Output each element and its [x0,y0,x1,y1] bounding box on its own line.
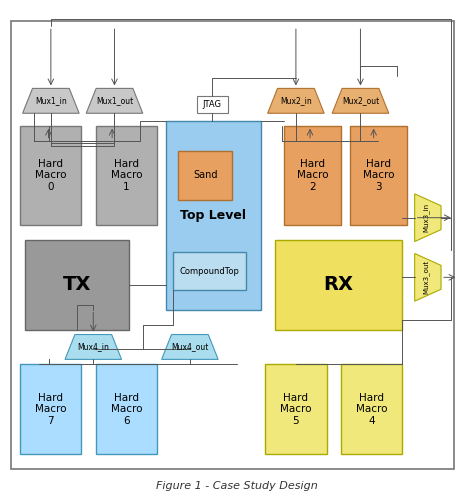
Text: CompoundTop: CompoundTop [180,266,240,276]
Bar [350,126,407,225]
Polygon shape [162,334,218,359]
Text: RX: RX [323,276,353,294]
Bar [275,240,402,330]
Bar [341,364,402,454]
Text: Hard
Macro
6: Hard Macro 6 [110,392,142,426]
Text: Mux4_in: Mux4_in [77,342,109,351]
Text: Hard
Macro
2: Hard Macro 2 [297,159,328,192]
Bar [25,240,128,330]
Text: Mux4_out: Mux4_out [171,342,209,351]
Text: Hard
Macro
7: Hard Macro 7 [35,392,67,426]
Polygon shape [86,88,143,114]
Text: JTAG: JTAG [203,100,222,109]
Text: Hard
Macro
3: Hard Macro 3 [363,159,394,192]
Text: Sand: Sand [193,170,218,180]
Bar [96,364,157,454]
Bar [20,126,82,225]
Bar [265,364,327,454]
Text: Hard
Macro
0: Hard Macro 0 [35,159,67,192]
Polygon shape [415,254,441,301]
Text: Mux2_in: Mux2_in [280,96,312,106]
Bar [96,126,157,225]
Text: Hard
Macro
4: Hard Macro 4 [356,392,387,426]
Polygon shape [332,88,389,114]
Text: Hard
Macro
1: Hard Macro 1 [110,159,142,192]
Bar [284,126,341,225]
Text: Mux1_out: Mux1_out [96,96,133,106]
Polygon shape [23,88,79,114]
Bar [173,252,246,290]
Text: Mux2_out: Mux2_out [342,96,379,106]
Text: Top Level: Top Level [181,208,246,222]
Polygon shape [65,334,121,359]
Text: Mux3_out: Mux3_out [422,260,429,294]
Text: Mux1_in: Mux1_in [35,96,67,106]
Bar [20,364,82,454]
Text: TX: TX [63,276,91,294]
Polygon shape [268,88,324,114]
Text: Mux3_in: Mux3_in [422,203,429,232]
Bar [166,120,261,310]
Text: Hard
Macro
5: Hard Macro 5 [280,392,311,426]
Bar [197,96,228,114]
Polygon shape [415,194,441,242]
Bar [178,150,232,200]
Text: Figure 1 - Case Study Design: Figure 1 - Case Study Design [156,481,318,491]
